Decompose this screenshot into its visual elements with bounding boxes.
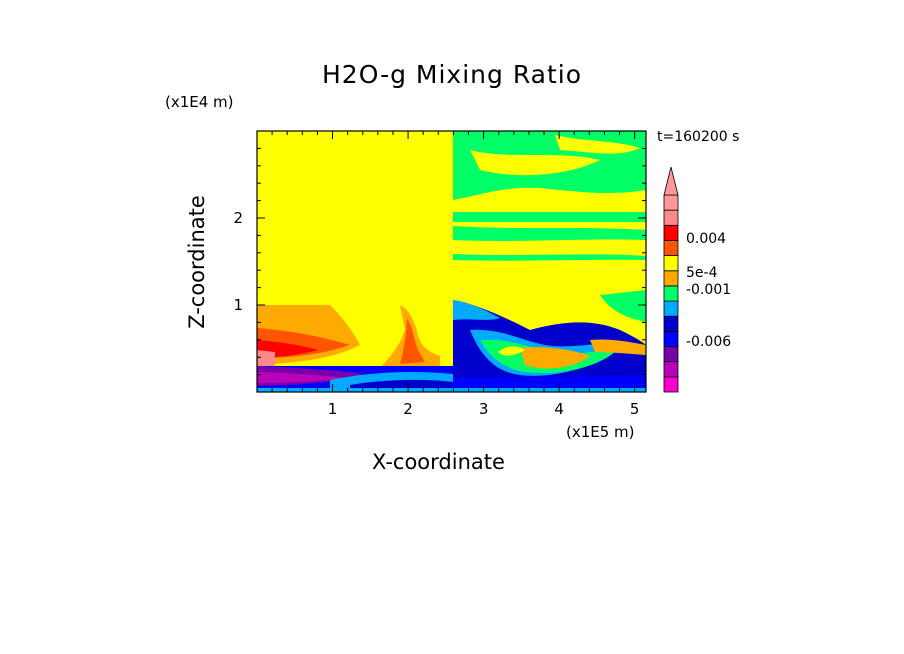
x-tick-label: 4 <box>554 400 564 418</box>
colorbar-segment <box>663 315 679 332</box>
colorbar-extend-arrow <box>663 166 679 196</box>
colorbar-segment <box>663 194 679 211</box>
y-tick-label: 2 <box>233 209 243 227</box>
chart-title: H2O-g Mixing Ratio <box>321 60 583 89</box>
colorbar-segment <box>663 285 679 302</box>
colorbar-label: -0.001 <box>686 282 731 298</box>
contour-field <box>257 131 646 392</box>
colorbar-label: 0.004 <box>686 231 726 247</box>
colorbar-segment <box>663 376 679 393</box>
plot-frame <box>256 130 647 393</box>
colorbar-segment <box>663 240 679 257</box>
y-tick-label: 1 <box>233 296 243 314</box>
colorbar-labels: 0.004 5e-4-0.001 -0.006 <box>686 231 731 350</box>
colorbar-segment <box>663 346 679 363</box>
colorbar-label: -0.006 <box>686 334 731 350</box>
x-tick-label: 3 <box>479 400 489 418</box>
colorbar-segment <box>663 361 679 378</box>
axis-tick-labels: 1 2 3 4 5 1 2 <box>233 209 639 418</box>
x-axis-scale-label: (x1E5 m) <box>566 423 635 441</box>
colorbar <box>663 166 679 393</box>
x-tick-label: 1 <box>328 400 338 418</box>
colorbar-segment <box>663 209 679 226</box>
colorbar-label: 5e-4 <box>686 265 718 281</box>
colorbar-segment <box>663 255 679 272</box>
x-tick-label: 2 <box>403 400 413 418</box>
colorbar-segment <box>663 270 679 287</box>
x-axis-label: X-coordinate <box>372 450 505 474</box>
timestamp-label: t=160200 s <box>657 129 740 145</box>
y-axis-scale-label: (x1E4 m) <box>165 93 234 111</box>
colorbar-segment <box>663 330 679 347</box>
colorbar-segment <box>663 300 679 317</box>
colorbar-segment <box>663 224 679 241</box>
axis-ticks <box>257 131 646 392</box>
x-tick-label: 5 <box>630 400 640 418</box>
